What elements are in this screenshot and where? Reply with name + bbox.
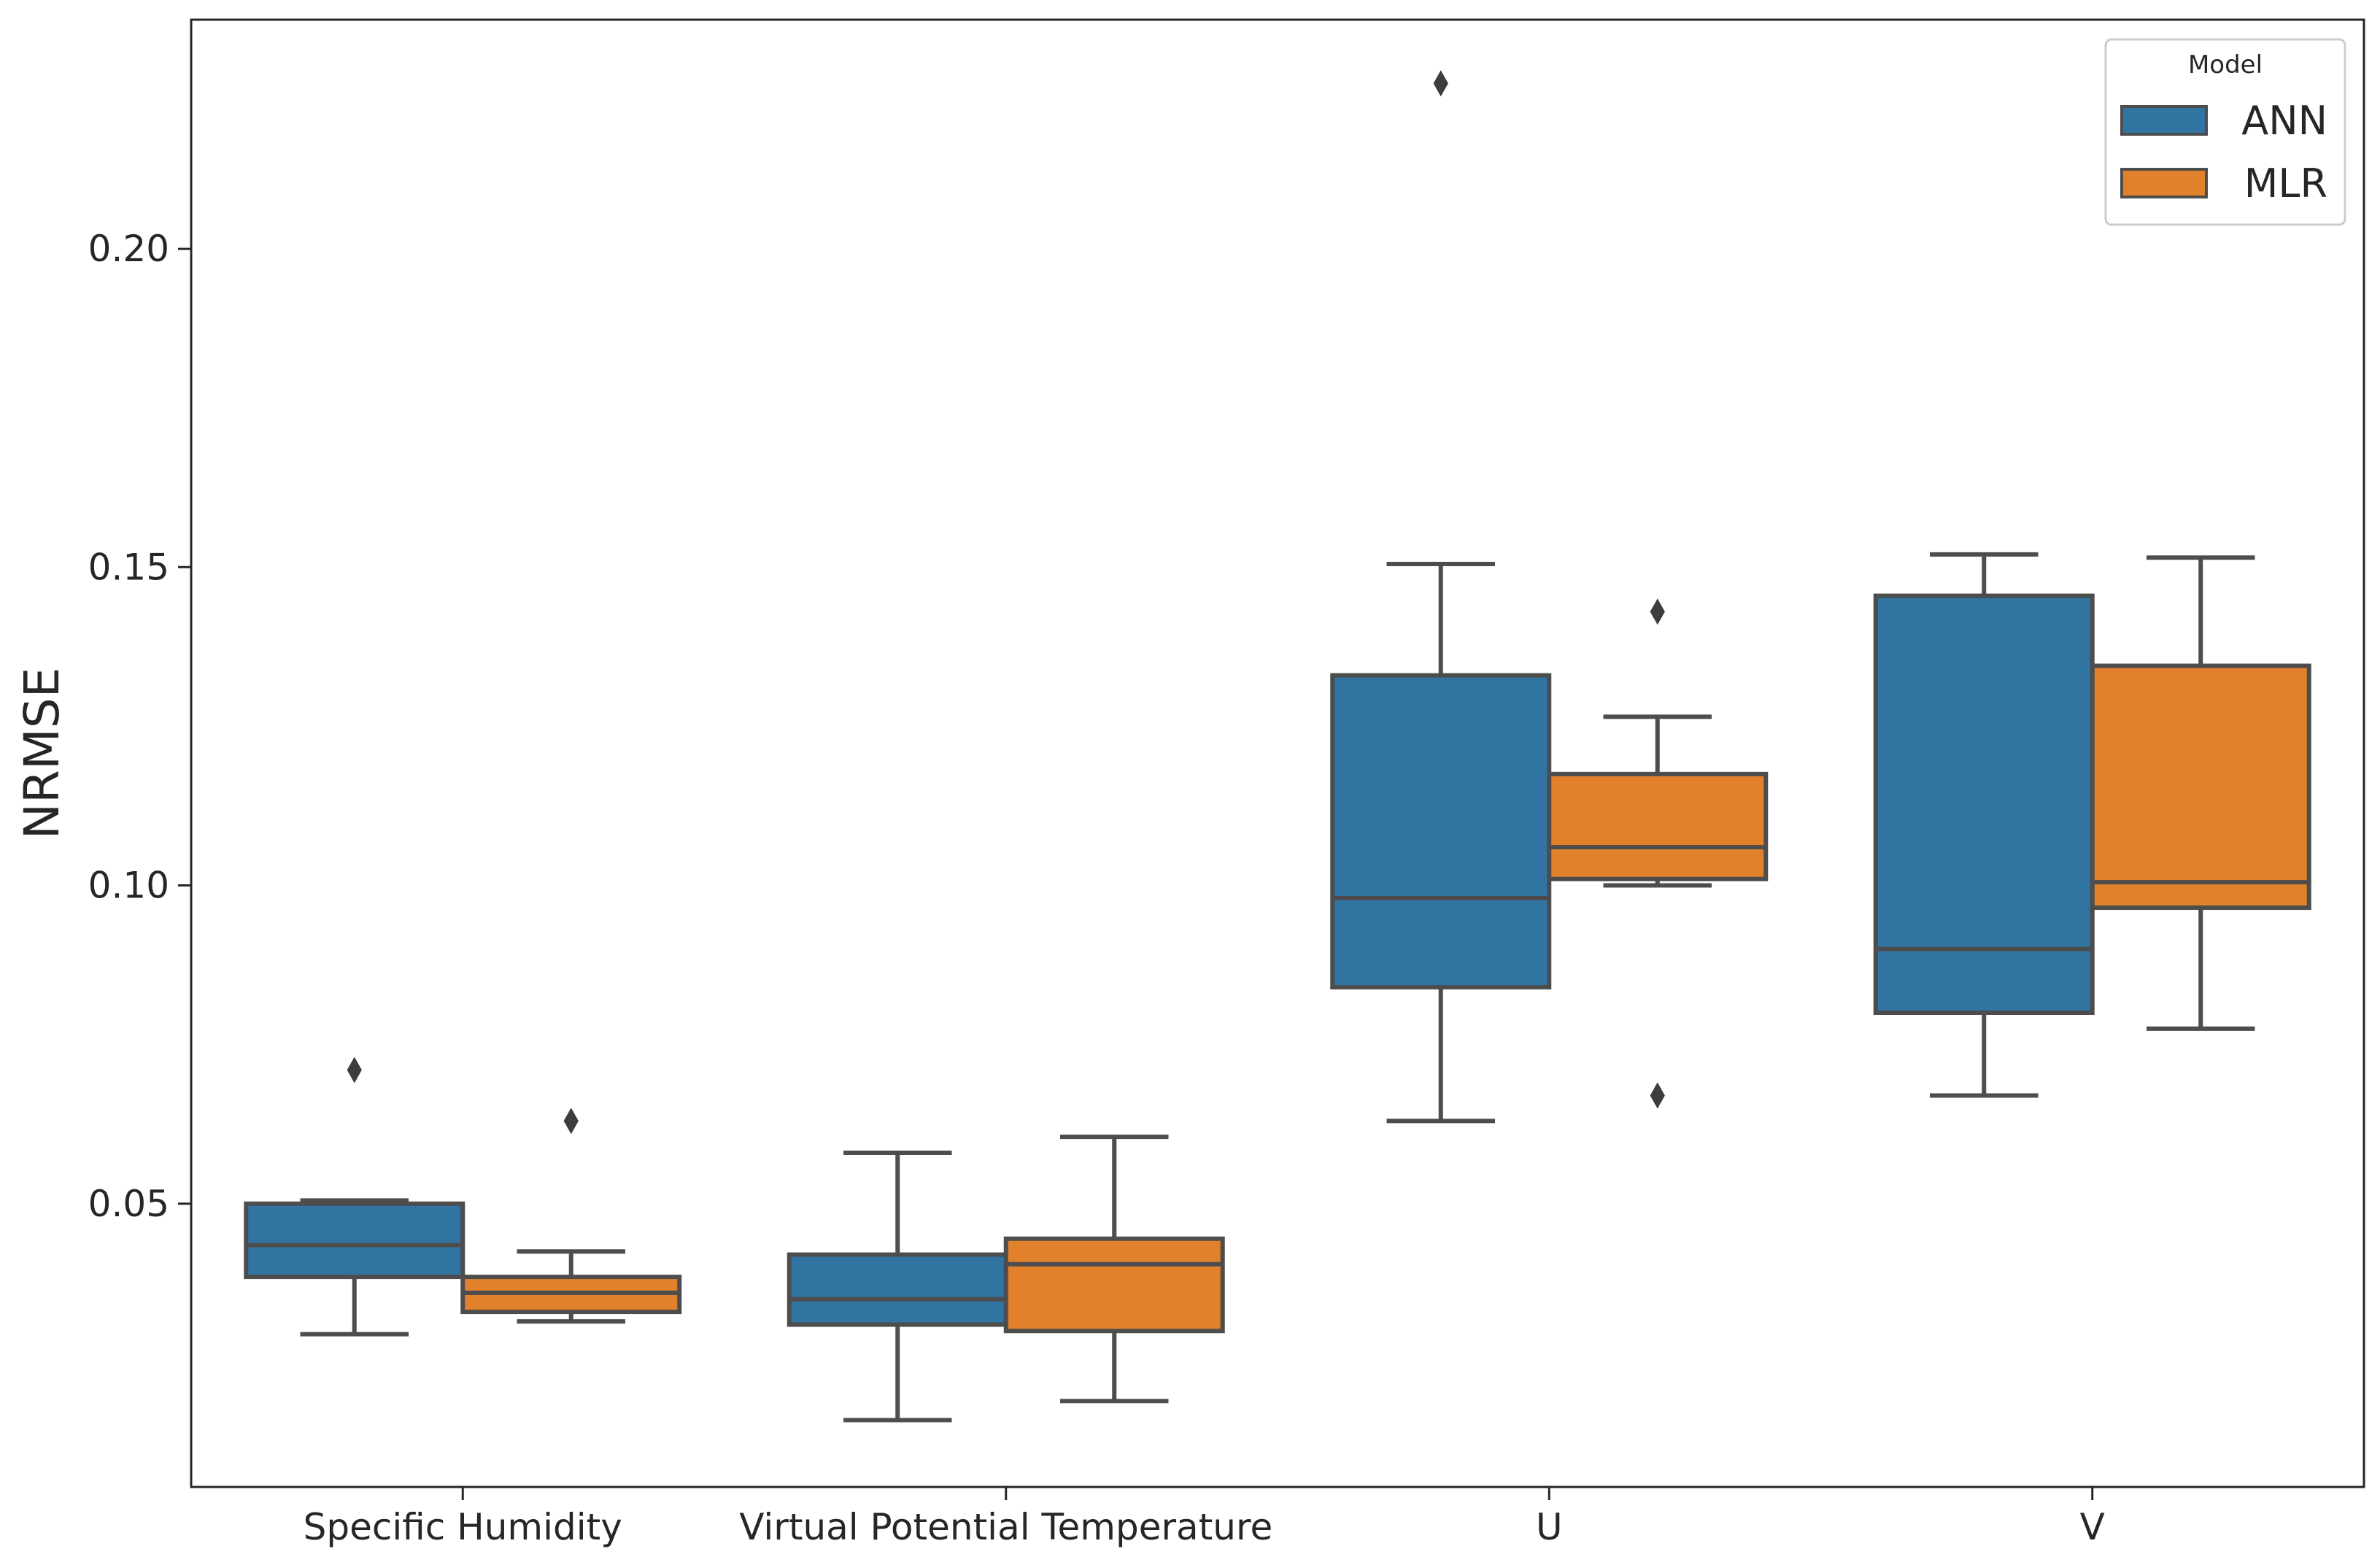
y-tick-label: 0.10 (88, 865, 169, 907)
x-tick-label: V (2080, 1506, 2105, 1548)
legend: Model ANN MLR (2104, 38, 2346, 226)
legend-swatch-mlr (2120, 168, 2208, 198)
iqr-box (1003, 1236, 1225, 1334)
iqr-box (1873, 593, 2095, 1016)
box-mlr (1003, 1135, 1225, 1404)
box-mlr (1547, 598, 1769, 1109)
iqr-box (1330, 673, 1552, 990)
outlier-point (563, 1108, 579, 1135)
iqr-box (787, 1252, 1008, 1327)
x-tick-label: U (1536, 1506, 1563, 1548)
iqr-box (2090, 663, 2311, 911)
iqr-box (1547, 771, 1769, 881)
y-axis-ticks: 0.05 0.10 0.15 0.20 (88, 228, 191, 1225)
iqr-box (244, 1201, 465, 1280)
outlier-point (1650, 1082, 1665, 1109)
y-tick-label: 0.05 (88, 1183, 169, 1225)
legend-label-ann: ANN (2241, 98, 2327, 144)
legend-swatch-ann (2120, 105, 2208, 136)
box-ann (1873, 552, 2095, 1098)
y-tick-label: 0.20 (88, 228, 169, 270)
box-ann (244, 1056, 465, 1337)
outlier-point (347, 1056, 362, 1083)
x-tick-label: Virtual Potential Temperature (739, 1506, 1272, 1548)
y-axis-label: NRMSE (14, 668, 70, 840)
box-groups (244, 70, 2311, 1423)
legend-title: Model (2188, 50, 2263, 80)
outlier-point (1433, 70, 1448, 97)
box-mlr (2090, 555, 2311, 1031)
x-tick-label: Specific Humidity (304, 1506, 622, 1548)
box-ann (1330, 70, 1552, 1124)
outlier-point (1650, 598, 1665, 625)
x-axis-ticks: Specific Humidity Virtual Potential Tempe… (304, 1487, 2105, 1548)
box-mlr (460, 1108, 682, 1324)
legend-label-mlr: MLR (2244, 161, 2327, 206)
box-ann (787, 1150, 1008, 1423)
plot-area-frame (190, 18, 2365, 1488)
y-tick-label: 0.15 (88, 546, 169, 588)
